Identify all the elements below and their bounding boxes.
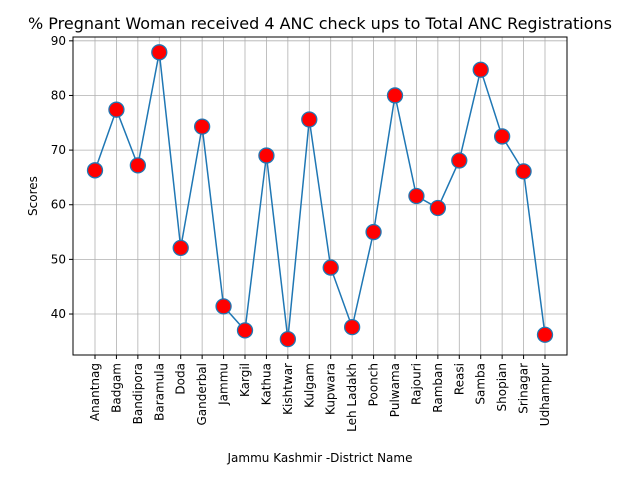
series-line xyxy=(94,52,546,340)
x-tick-label: Doda xyxy=(174,363,188,395)
x-tick-label: Kulgam xyxy=(302,363,316,408)
x-tick-label: Kathua xyxy=(259,363,273,405)
x-tick-label: Rajouri xyxy=(409,363,423,405)
data-point xyxy=(472,61,489,78)
x-tick-label: Kishtwar xyxy=(281,363,295,415)
data-point xyxy=(343,318,361,336)
series-group xyxy=(86,44,554,348)
x-tick-label: Kupwara xyxy=(324,363,338,415)
x-tick-label: Jammu xyxy=(217,363,231,406)
data-point xyxy=(301,111,318,128)
x-axis-label: Jammu Kashmir -District Name xyxy=(227,451,413,465)
x-tick-label: Srinagar xyxy=(517,363,531,414)
data-point xyxy=(429,199,447,217)
data-point xyxy=(408,187,425,205)
data-point xyxy=(108,101,125,118)
data-point xyxy=(151,44,168,61)
data-point xyxy=(258,147,275,164)
data-point xyxy=(322,259,339,276)
chart-title: % Pregnant Woman received 4 ANC check up… xyxy=(28,14,612,33)
data-point xyxy=(515,163,532,180)
data-point xyxy=(172,239,189,257)
y-tick-label: 90 xyxy=(51,34,66,48)
x-tick-label: Bandipora xyxy=(131,363,145,424)
x-tick-label: Badgam xyxy=(109,363,123,413)
x-tick-label: Samba xyxy=(474,363,488,405)
data-point xyxy=(193,118,211,135)
x-tick-label: Ganderbal xyxy=(195,363,209,426)
x-tick-label: Baramula xyxy=(152,363,166,421)
data-point xyxy=(279,330,297,348)
data-point xyxy=(129,157,147,174)
data-point xyxy=(86,162,104,179)
data-point xyxy=(493,128,511,145)
y-tick-label: 70 xyxy=(51,143,66,157)
x-tick-label: Anantnag xyxy=(88,363,102,421)
x-tick-label: Ramban xyxy=(431,363,445,413)
x-tick-label: Kargil xyxy=(238,363,252,397)
grid xyxy=(73,37,567,355)
x-axis: Anantnag Badgam Bandipora Baramula Doda Gande… xyxy=(88,355,552,432)
data-point xyxy=(215,298,232,315)
data-point xyxy=(536,326,554,343)
x-tick-label: Pulwama xyxy=(388,363,402,417)
x-tick-label: Poonch xyxy=(367,363,381,406)
x-tick-label: Udhampur xyxy=(538,363,552,426)
y-tick-label: 50 xyxy=(51,252,66,266)
y-tick-label: 80 xyxy=(51,88,66,102)
data-point xyxy=(451,152,468,169)
y-tick-label: 40 xyxy=(51,307,66,321)
data-point xyxy=(365,223,382,241)
y-axis: 40 50 60 70 80 90 xyxy=(51,34,73,321)
y-axis-label: Scores xyxy=(26,176,40,216)
x-tick-label: Reasi xyxy=(452,363,466,395)
data-point xyxy=(236,322,254,339)
x-tick-label: Shopian xyxy=(495,363,509,411)
data-point xyxy=(386,87,404,104)
plot-frame xyxy=(72,36,568,356)
x-tick-label: Leh Ladakh xyxy=(345,363,359,432)
y-tick-label: 60 xyxy=(51,198,66,212)
